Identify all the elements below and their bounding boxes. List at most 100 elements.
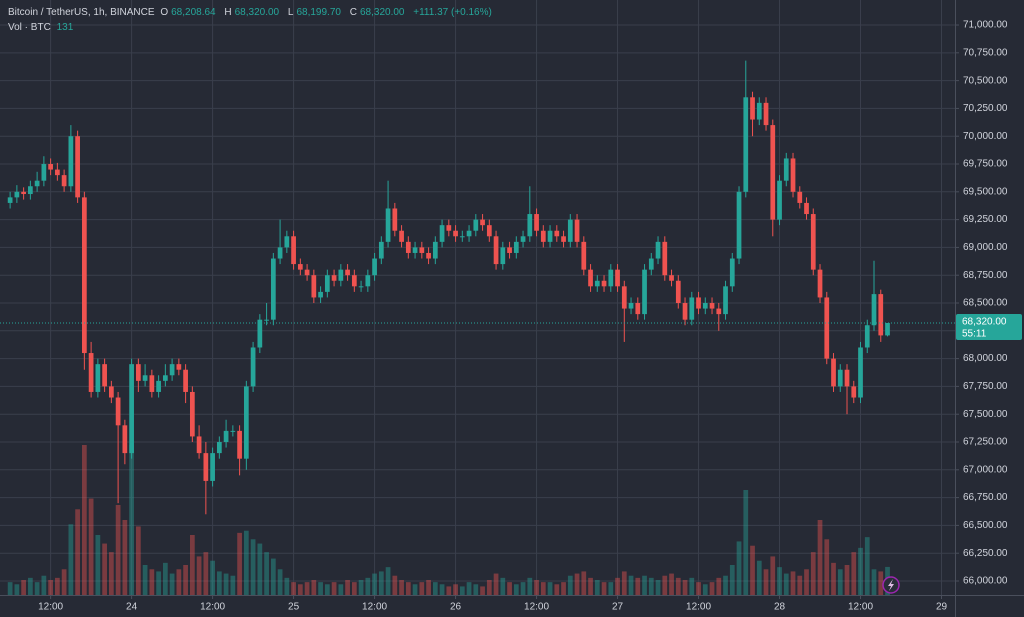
candle-body [68, 136, 74, 187]
volume-bar [621, 571, 627, 595]
volume-bar [601, 582, 607, 595]
volume-bar [669, 573, 674, 595]
candle-body [459, 236, 465, 238]
y-tick-label: 68,000.00 [963, 353, 1008, 364]
candle-body [169, 364, 175, 376]
candle-body [574, 219, 580, 242]
candle-body [864, 325, 870, 348]
volume-bar [392, 575, 398, 595]
candle-body [500, 247, 506, 265]
volume-bar [453, 584, 458, 595]
candle-body [567, 219, 573, 242]
volume-bar [547, 582, 553, 595]
candle-body [810, 214, 816, 270]
candle-body [129, 364, 134, 454]
candle-body [851, 386, 857, 398]
candle-body [534, 214, 539, 231]
ohlc-label: H [224, 7, 232, 18]
y-tick-label: 69,500.00 [963, 186, 1008, 197]
candle-body [837, 369, 843, 387]
candle-body [48, 164, 53, 170]
last-price-label: 68,320.00 [962, 317, 1007, 328]
x-tick-label: 12:00 [686, 602, 711, 613]
volume-bar [837, 569, 843, 595]
volume-bar [183, 565, 188, 595]
candle-body [527, 214, 533, 237]
volume-bar [662, 575, 668, 595]
candle-body [122, 425, 128, 454]
candles [0, 60, 955, 515]
volume-bar [588, 577, 593, 595]
candle-body [480, 219, 485, 226]
candle-body [284, 236, 290, 248]
candle-body [345, 269, 350, 276]
candle-body [324, 275, 330, 292]
candle-body [230, 430, 236, 432]
volume-bar [405, 582, 411, 595]
y-tick-label: 69,250.00 [963, 214, 1008, 225]
y-tick-label: 67,250.00 [963, 437, 1008, 448]
candle-body [149, 375, 155, 392]
volume-bar [831, 562, 836, 595]
candle-body [277, 247, 283, 259]
volume-bar [567, 575, 573, 595]
volume-bar [230, 575, 236, 595]
ohlc-value: 68,199.70 [296, 7, 341, 18]
volume-bar [500, 577, 506, 595]
axes: 66,000.00 66,250.00 66,500.00 66,750.00 67,0… [38, 20, 1022, 613]
candle-body [21, 191, 26, 195]
volume-bar [324, 584, 330, 595]
candle-body [547, 230, 553, 242]
volume-bar [237, 532, 242, 595]
candle-body [561, 236, 566, 242]
candle-body [331, 275, 337, 281]
x-tick-label: 29 [936, 602, 948, 613]
x-tick-label: 25 [288, 602, 300, 613]
volume-bar [520, 582, 526, 595]
volume-bar [21, 580, 26, 595]
candle-body [783, 158, 789, 181]
candle-body [338, 269, 344, 281]
candle-body [28, 186, 33, 195]
ohlc-label: O [160, 7, 169, 18]
candle-body [183, 369, 188, 392]
volume-bar [34, 582, 40, 595]
volume-bar [264, 552, 269, 595]
volume-bar [507, 582, 512, 595]
volume-bar [95, 535, 101, 595]
candle-body [426, 252, 431, 259]
y-tick-label: 69,000.00 [963, 242, 1008, 253]
volume-bar [486, 580, 492, 595]
candle-body [203, 453, 209, 481]
volume-bar [378, 571, 384, 595]
candle-body [453, 230, 458, 237]
volume-bar [169, 573, 175, 595]
y-tick-label: 66,750.00 [963, 492, 1008, 503]
volume-bar [439, 584, 445, 595]
volume-bar [68, 524, 74, 595]
volume-bar [844, 565, 850, 595]
candle-body [554, 230, 560, 237]
y-tick-label: 70,250.00 [963, 103, 1008, 114]
volume-bar [473, 584, 479, 595]
candle-body [642, 269, 647, 315]
volume-bar [14, 584, 20, 595]
ohlc-value: 68,320.00 [359, 7, 405, 18]
volume-legend: Vol · BTC 131 [8, 20, 498, 35]
volume-bar [311, 580, 317, 595]
candle-body [743, 97, 749, 192]
candle-body [88, 353, 94, 392]
volume-bar [648, 577, 654, 595]
volume-bar [466, 582, 472, 595]
volume-bar [723, 575, 728, 595]
volume-bar [41, 575, 47, 595]
candle-body [540, 230, 546, 242]
symbol-title[interactable]: Bitcoin / TetherUS, 1h, BINANCE [8, 7, 155, 18]
volume-title[interactable]: Vol · BTC [8, 22, 51, 33]
volume-bar [736, 541, 742, 595]
alert-icon[interactable] [882, 576, 900, 594]
ohlc-label: C [349, 7, 357, 18]
volume-bar [689, 577, 695, 595]
volume-bar [297, 584, 303, 595]
volume-bar [284, 577, 290, 595]
